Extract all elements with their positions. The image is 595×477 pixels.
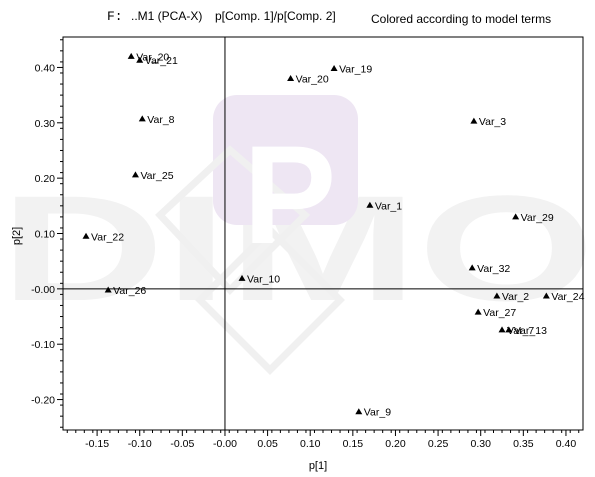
data-label: Var_21 bbox=[145, 55, 178, 67]
chart-title: p[Comp. 1]/p[Comp. 2] bbox=[215, 9, 336, 23]
data-point bbox=[542, 292, 550, 299]
data-label: Var_9 bbox=[364, 407, 391, 419]
y-axis: 0.40 0.30 0.20 0.10 -0.00 -0.10 -0.20 bbox=[31, 39, 63, 428]
file-label: F: bbox=[107, 9, 123, 24]
x-tick-label: 0.35 bbox=[513, 438, 534, 450]
data-label: Var_2 bbox=[502, 291, 529, 303]
x-tick-label: 0.10 bbox=[300, 438, 321, 450]
data-point bbox=[493, 292, 501, 299]
data-point bbox=[104, 286, 112, 293]
watermark-logo-frame bbox=[155, 145, 311, 296]
y-tick-label: -0.10 bbox=[31, 339, 55, 351]
model-label: ..M1 (PCA-X) bbox=[131, 9, 203, 23]
data-label: Var_22 bbox=[91, 231, 124, 243]
data-label: Var_27 bbox=[483, 307, 516, 319]
data-label: Var_29 bbox=[521, 212, 554, 224]
data-point bbox=[355, 408, 363, 415]
y-axis-label: p[2] bbox=[11, 227, 23, 245]
x-tick-label: 0.25 bbox=[428, 438, 449, 450]
data-label: Var_8 bbox=[147, 114, 174, 126]
data-label: Var_26 bbox=[113, 285, 146, 297]
data-label: Var_3 bbox=[479, 116, 506, 128]
data-label: Var_32 bbox=[477, 263, 510, 275]
x-tick-label: 0.20 bbox=[385, 438, 406, 450]
zero-lines bbox=[63, 37, 583, 430]
data-point bbox=[498, 326, 506, 333]
x-tick-label: 0.05 bbox=[257, 438, 278, 450]
x-tick-label: -0.00 bbox=[213, 438, 237, 450]
data-point bbox=[512, 213, 520, 220]
data-point bbox=[136, 56, 144, 63]
data-label: Var_1 bbox=[375, 200, 402, 212]
data-label: Var_10 bbox=[247, 273, 280, 285]
data-point bbox=[82, 232, 90, 239]
x-tick-label: 0.15 bbox=[343, 438, 364, 450]
data-label: Var_19 bbox=[339, 64, 372, 76]
y-tick-label: -0.20 bbox=[31, 395, 55, 407]
y-tick-label: 0.20 bbox=[35, 173, 56, 185]
x-tick-label: 0.30 bbox=[470, 438, 491, 450]
data-label: Var_24 bbox=[551, 291, 584, 303]
watermark-logo-frame-lower bbox=[195, 225, 345, 375]
data-point bbox=[138, 115, 146, 122]
watermark-logo-block bbox=[213, 95, 358, 225]
data-label: Var_7 bbox=[507, 325, 534, 337]
x-axis-label: p[1] bbox=[309, 460, 327, 472]
data-label: Var_13 bbox=[514, 325, 547, 337]
data-point bbox=[470, 117, 478, 124]
y-tick-label: 0.40 bbox=[35, 62, 56, 74]
x-tick-label: 0.40 bbox=[556, 438, 577, 450]
data-point bbox=[127, 52, 135, 59]
y-tick-label: -0.00 bbox=[31, 284, 55, 296]
data-label: Var_20 bbox=[296, 74, 329, 86]
x-tick-label: -0.10 bbox=[128, 438, 152, 450]
y-tick-label: 0.30 bbox=[35, 118, 56, 130]
data-point bbox=[366, 201, 374, 208]
data-point bbox=[330, 65, 338, 72]
data-point bbox=[505, 326, 513, 333]
data-label: Var_25 bbox=[140, 170, 173, 182]
x-tick-label: -0.15 bbox=[85, 438, 109, 450]
data-point bbox=[131, 171, 139, 178]
chart-subtitle: Colored according to model terms bbox=[371, 12, 552, 26]
y-tick-label: 0.10 bbox=[35, 229, 56, 241]
data-point bbox=[287, 75, 295, 82]
watermark-logo-letter: P bbox=[243, 116, 336, 273]
data-point bbox=[238, 274, 246, 281]
x-tick-label: -0.05 bbox=[170, 438, 194, 450]
x-axis: -0.15 -0.10 -0.05 -0.00 0.05 0.10 0.15 0.20 0.25… bbox=[66, 430, 580, 450]
data-point bbox=[474, 308, 482, 315]
data-label: Var_20 bbox=[136, 51, 169, 63]
data-point bbox=[468, 264, 476, 271]
